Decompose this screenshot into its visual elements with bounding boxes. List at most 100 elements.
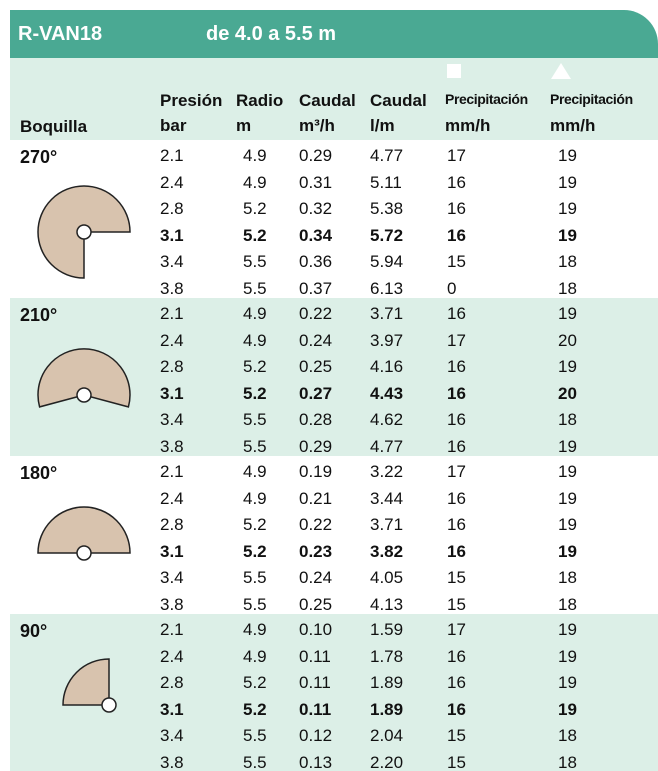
cell: 16	[447, 700, 466, 720]
cell: 19	[558, 673, 577, 693]
cell: 19	[558, 304, 577, 324]
cell: 2.1	[160, 146, 184, 166]
cell: 5.72	[370, 226, 403, 246]
cell: 0.11	[299, 673, 331, 693]
cell: 3.8	[160, 279, 184, 299]
nozzle-label: 270°	[20, 147, 57, 168]
cell: 19	[558, 542, 577, 562]
column-header: Precipitación	[445, 91, 528, 107]
cell: 3.1	[160, 384, 184, 404]
cell: 5.2	[243, 357, 267, 377]
cell: 2.4	[160, 489, 184, 509]
cell: 4.9	[243, 620, 267, 640]
cell: 20	[558, 331, 577, 351]
cell: 0.37	[299, 279, 332, 299]
cell: 4.9	[243, 173, 267, 193]
cell: 0.34	[299, 226, 332, 246]
cell: 4.05	[370, 568, 403, 588]
nozzle-icon	[24, 172, 144, 292]
cell: 15	[447, 568, 466, 588]
nozzle-icon	[24, 620, 144, 740]
cell: 4.9	[243, 304, 267, 324]
cell: 5.2	[243, 700, 267, 720]
cell: 0.24	[299, 568, 332, 588]
cell: 16	[447, 199, 466, 219]
cell: 4.77	[370, 146, 403, 166]
cell: 0.36	[299, 252, 332, 272]
cell: 3.8	[160, 437, 184, 457]
cell: 0.28	[299, 410, 332, 430]
cell: 5.5	[243, 437, 267, 457]
cell: 0.21	[299, 489, 332, 509]
cell: 6.13	[370, 279, 403, 299]
cell: 15	[447, 595, 466, 615]
cell: 19	[558, 146, 577, 166]
cell: 5.5	[243, 595, 267, 615]
cell: 19	[558, 199, 577, 219]
cell: 2.8	[160, 199, 184, 219]
cell: 5.5	[243, 568, 267, 588]
column-unit: mm/h	[550, 116, 595, 136]
cell: 5.38	[370, 199, 403, 219]
cell: 5.2	[243, 542, 267, 562]
cell: 2.8	[160, 673, 184, 693]
cell: 2.8	[160, 515, 184, 535]
cell: 2.20	[370, 753, 403, 771]
cell: 5.11	[370, 173, 402, 193]
cell: 4.13	[370, 595, 403, 615]
cell: 20	[558, 384, 577, 404]
cell: 2.1	[160, 462, 184, 482]
cell: 0.24	[299, 331, 332, 351]
cell: 3.8	[160, 753, 184, 771]
cell: 4.62	[370, 410, 403, 430]
page: R-VAN18 de 4.0 a 5.5 m BoquillaPresiónba…	[0, 0, 658, 771]
cell: 18	[558, 252, 577, 272]
cell: 4.9	[243, 647, 267, 667]
cell: 5.2	[243, 199, 267, 219]
cell: 18	[558, 410, 577, 430]
column-unit: m³/h	[299, 116, 335, 136]
cell: 2.04	[370, 726, 403, 746]
cell: 19	[558, 489, 577, 509]
cell: 0.29	[299, 146, 332, 166]
cell: 3.71	[370, 515, 403, 535]
cell: 4.9	[243, 489, 267, 509]
cell: 5.5	[243, 279, 267, 299]
cell: 1.78	[370, 647, 403, 667]
title-bar: R-VAN18 de 4.0 a 5.5 m	[10, 10, 658, 58]
square-icon	[447, 64, 461, 78]
cell: 15	[447, 252, 466, 272]
cell: 0.23	[299, 542, 332, 562]
cell: 17	[447, 146, 466, 166]
cell: 4.43	[370, 384, 403, 404]
cell: 3.1	[160, 700, 184, 720]
cell: 1.59	[370, 620, 403, 640]
column-header: Caudal	[299, 91, 356, 111]
cell: 3.4	[160, 252, 184, 272]
cell: 16	[447, 304, 466, 324]
cell: 18	[558, 595, 577, 615]
column-header: Precipitación	[550, 91, 633, 107]
cell: 18	[558, 753, 577, 771]
cell: 16	[447, 437, 466, 457]
cell: 0.31	[299, 173, 332, 193]
cell: 16	[447, 357, 466, 377]
cell: 15	[447, 753, 466, 771]
cell: 19	[558, 700, 577, 720]
cell: 4.9	[243, 146, 267, 166]
column-unit: l/m	[370, 116, 395, 136]
cell: 0.12	[299, 726, 332, 746]
nozzle-icon	[24, 325, 144, 445]
cell: 0.25	[299, 357, 332, 377]
cell: 17	[447, 462, 466, 482]
cell: 1.89	[370, 673, 403, 693]
cell: 16	[447, 489, 466, 509]
cell: 0.11	[299, 700, 331, 720]
cell: 2.4	[160, 173, 184, 193]
cell: 5.5	[243, 252, 267, 272]
cell: 1.89	[370, 700, 403, 720]
cell: 2.1	[160, 304, 184, 324]
cell: 17	[447, 331, 466, 351]
cell: 16	[447, 542, 466, 562]
